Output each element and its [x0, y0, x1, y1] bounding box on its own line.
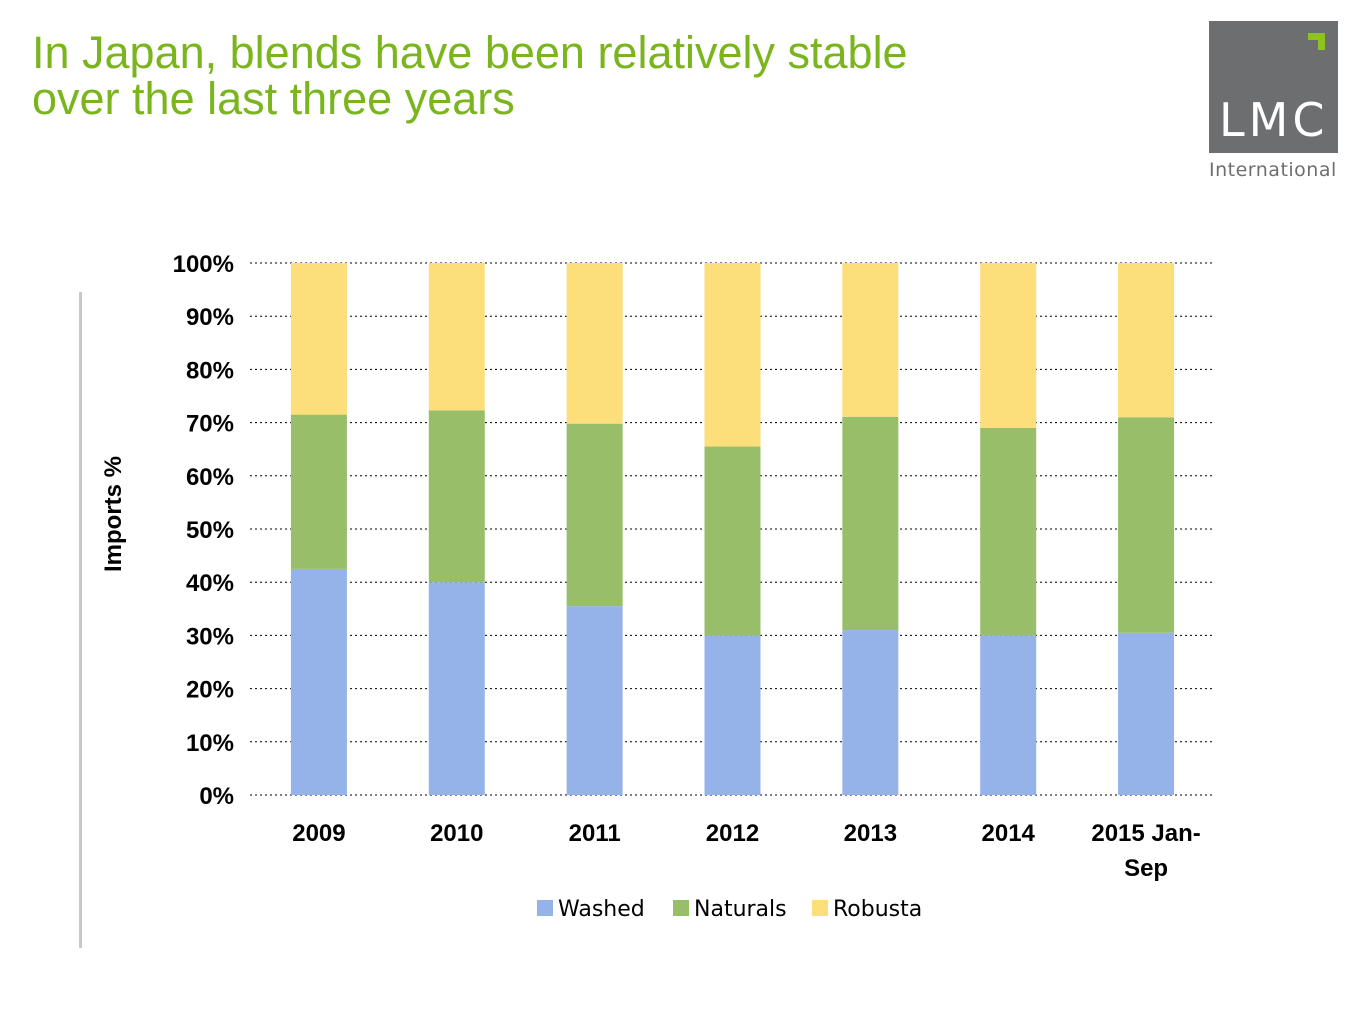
- x-tick-label: 2012: [706, 820, 759, 847]
- bar-segment-washed: [290, 568, 347, 795]
- side-divider: [79, 292, 82, 948]
- y-tick-label: 40%: [186, 570, 234, 597]
- logo-letters: LMC: [1219, 93, 1329, 147]
- bar-segment-robusta: [704, 263, 761, 447]
- bar-segment-naturals: [1118, 417, 1175, 633]
- bar-segment-washed: [1118, 632, 1175, 795]
- x-tick-label: 2013: [844, 820, 897, 847]
- bar-segment-washed: [704, 635, 761, 795]
- y-axis-title: Imports %: [100, 456, 127, 572]
- legend-label-washed: Washed: [558, 897, 645, 922]
- bar-segment-naturals: [704, 446, 761, 636]
- y-tick-label: 60%: [186, 464, 234, 491]
- y-tick-label: 30%: [186, 623, 234, 650]
- bar-segment-robusta: [566, 263, 623, 424]
- bar-segment-robusta: [842, 263, 899, 417]
- legend-swatch-robusta: [812, 900, 828, 916]
- y-tick-label: 20%: [186, 677, 234, 704]
- bar-segment-robusta: [290, 263, 347, 415]
- x-tick-label: 2015 Jan-: [1091, 820, 1200, 847]
- y-tick-label: 100%: [173, 251, 234, 278]
- bar-segment-washed: [428, 582, 485, 795]
- bar-segment-robusta: [428, 263, 485, 411]
- x-tick-label: Sep: [1124, 855, 1168, 882]
- slide-title: In Japan, blends have been relatively st…: [32, 30, 1132, 122]
- x-tick-label: 2010: [430, 820, 483, 847]
- bar-segment-naturals: [290, 414, 347, 569]
- corner-mark-icon: [1308, 33, 1325, 50]
- legend-label-naturals: Naturals: [694, 897, 787, 922]
- x-tick-label: 2009: [292, 820, 345, 847]
- bar-segment-naturals: [980, 427, 1037, 636]
- slide-title-line-2: over the last three years: [32, 73, 515, 124]
- logo-subtitle: International: [1209, 159, 1337, 181]
- bar-segment-robusta: [1118, 263, 1175, 418]
- y-tick-label: 70%: [186, 411, 234, 438]
- bar-segment-washed: [566, 606, 623, 795]
- bar-segment-naturals: [566, 423, 623, 607]
- bar-segment-robusta: [980, 263, 1037, 428]
- x-tick-label: 2011: [569, 820, 621, 847]
- y-tick-label: 80%: [186, 357, 234, 384]
- x-tick-label: 2014: [982, 820, 1036, 847]
- bar-segment-naturals: [428, 410, 485, 583]
- y-tick-label: 90%: [186, 304, 234, 331]
- lmc-logo: LMC International: [1209, 21, 1339, 181]
- legend-swatch-naturals: [673, 900, 689, 916]
- y-tick-label: 10%: [186, 730, 234, 757]
- y-tick-label: 0%: [199, 783, 234, 810]
- bar-segment-naturals: [842, 416, 899, 631]
- legend-swatch-washed: [537, 900, 553, 916]
- bar-segment-washed: [842, 630, 899, 795]
- slide-title-line-1: In Japan, blends have been relatively st…: [32, 27, 908, 78]
- logo-box: LMC: [1209, 21, 1338, 153]
- y-tick-label: 50%: [186, 517, 234, 544]
- bar-segment-washed: [980, 635, 1037, 795]
- legend-label-robusta: Robusta: [833, 897, 922, 922]
